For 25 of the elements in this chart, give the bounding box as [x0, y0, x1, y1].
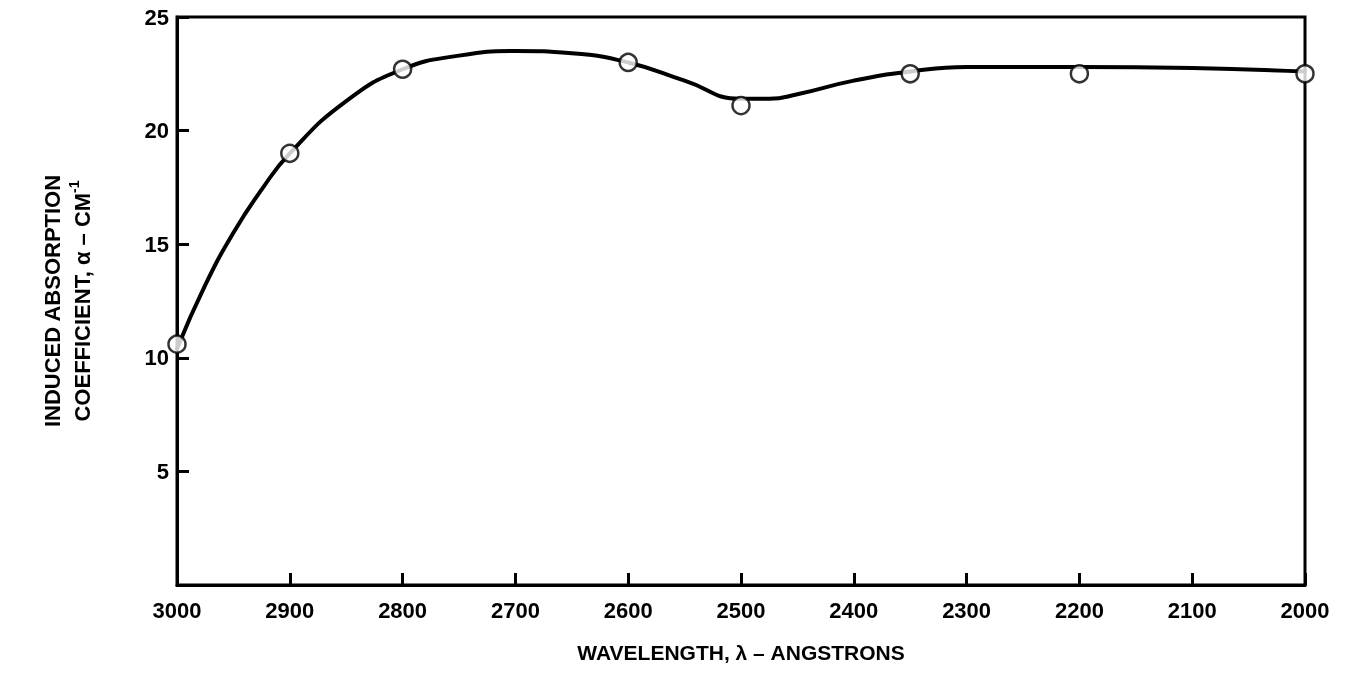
x-tick-label: 2600: [603, 597, 653, 623]
point: [900, 64, 920, 84]
y-tick-label: 15: [144, 231, 169, 257]
x-tick-label: 2300: [942, 597, 992, 623]
point: [1295, 64, 1315, 84]
y-tick-label: 20: [144, 118, 169, 144]
y-tick-label: 10: [144, 345, 169, 371]
x-tick-label: 2800: [378, 597, 428, 623]
x-tick-label: 2100: [1167, 597, 1217, 623]
x-tick-label: 2400: [829, 597, 879, 623]
x-tick-label: 2200: [1054, 597, 1104, 623]
x-tick-label: 2500: [716, 597, 766, 623]
point: [731, 95, 751, 116]
y-tick-label: 25: [144, 4, 169, 30]
point: [392, 59, 413, 79]
point: [167, 334, 187, 354]
y-tick-label: 5: [156, 458, 169, 484]
x-tick-label: 2000: [1280, 597, 1330, 623]
x-tick-label: 2700: [490, 597, 540, 623]
x-axis-title: WAVELENGTH, λ – ANGSTRONS: [577, 640, 905, 664]
point: [1069, 64, 1090, 84]
x-tick-label: 3000: [152, 597, 202, 623]
point: [280, 143, 300, 164]
point: [618, 52, 638, 73]
x-tick-label: 2900: [265, 597, 315, 623]
